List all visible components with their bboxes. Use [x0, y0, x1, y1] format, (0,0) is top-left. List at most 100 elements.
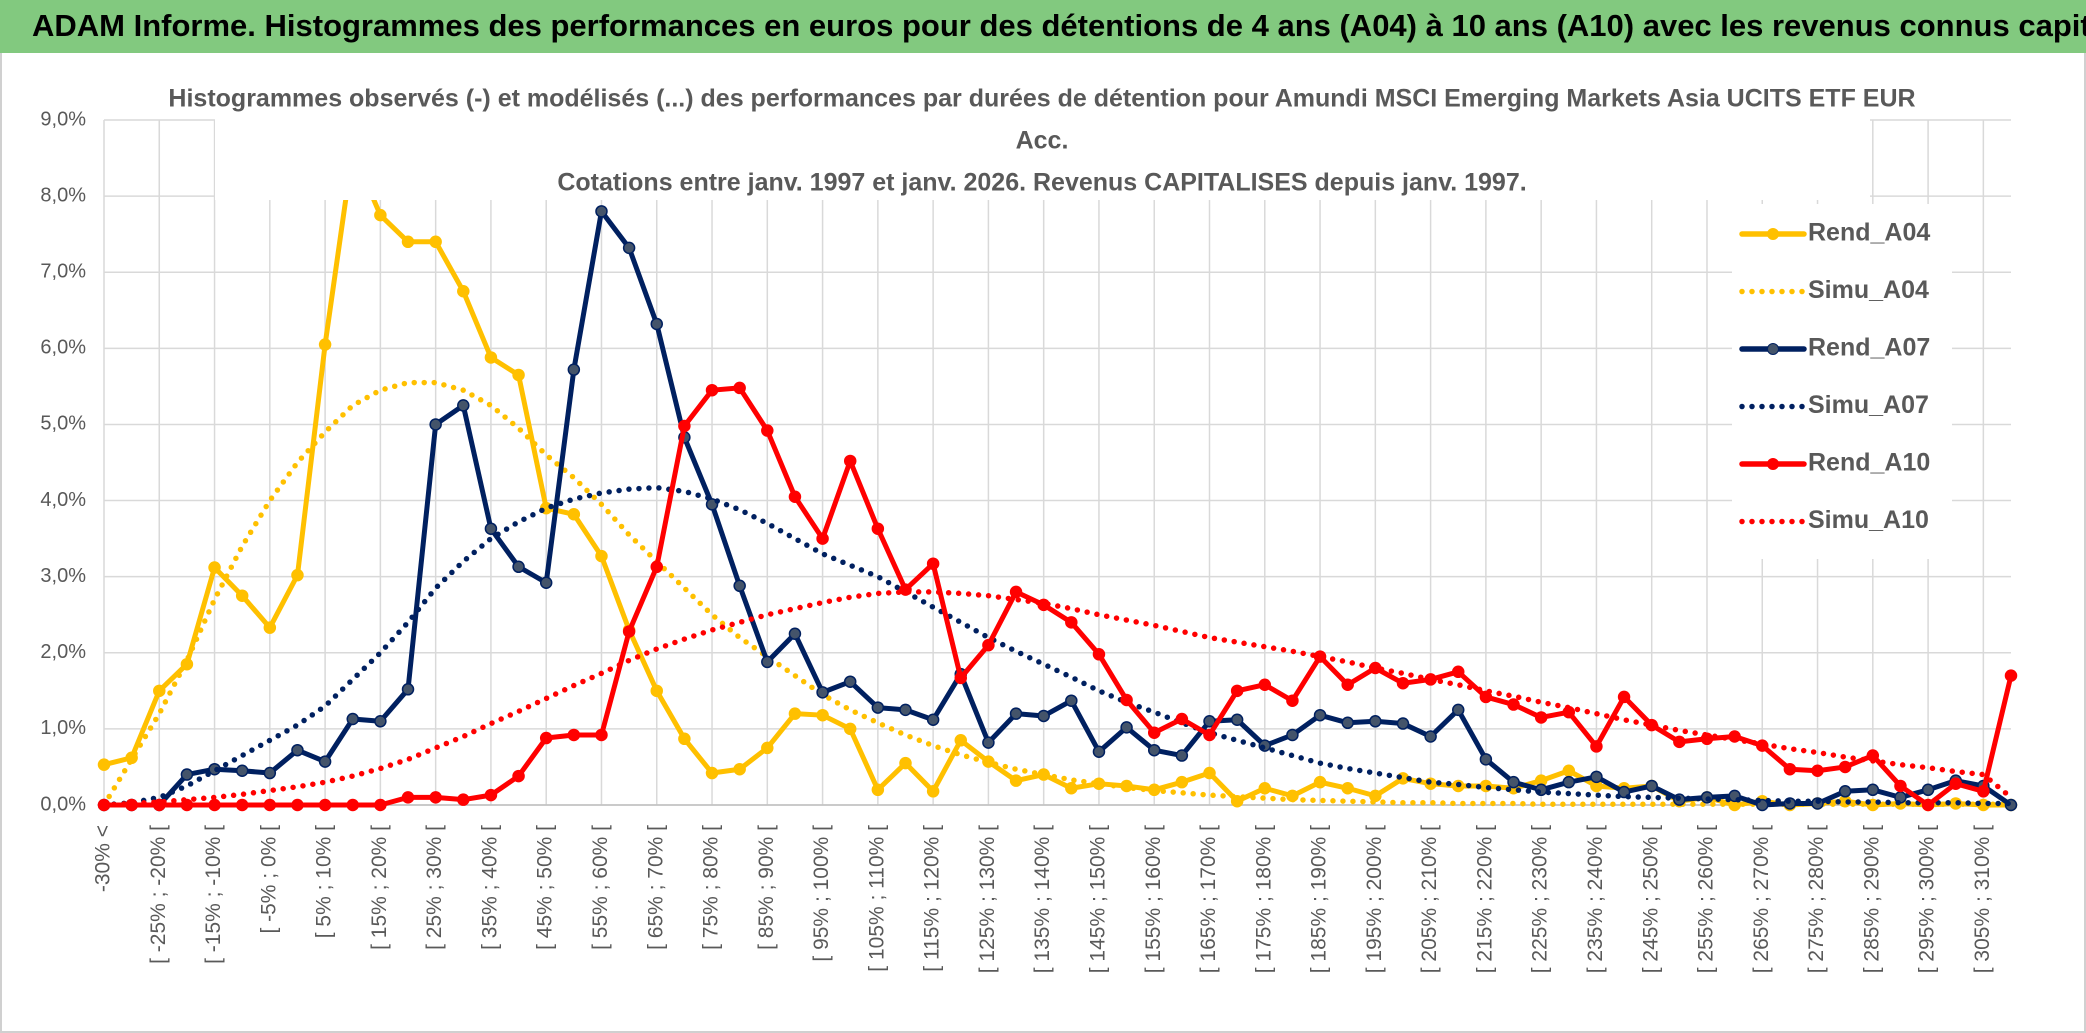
marker — [291, 568, 304, 582]
legend-marker — [1767, 458, 1779, 470]
marker — [2004, 669, 2018, 682]
marker — [1479, 690, 1493, 704]
marker — [982, 638, 995, 652]
marker — [539, 576, 553, 590]
marker — [595, 549, 608, 563]
marker — [263, 798, 277, 812]
marker — [401, 235, 415, 249]
marker — [401, 683, 415, 696]
x-tick-label: [ 155% ; 160% [ — [1142, 825, 1165, 973]
legend-label: Simu_A07 — [1808, 391, 1929, 419]
x-tick-label: [ 305% ; 310% [ — [1971, 825, 1994, 973]
marker — [208, 798, 221, 812]
marker — [1203, 728, 1216, 742]
marker — [318, 755, 332, 768]
x-tick-label: [ 185% ; 190% [ — [1308, 825, 1331, 973]
marker — [816, 708, 829, 722]
y-tick-label: 0,0% — [40, 793, 86, 815]
x-tick-label: [ 5% ; 10% [ — [313, 825, 336, 938]
marker — [1065, 616, 1078, 629]
marker — [650, 684, 664, 698]
marker — [1783, 762, 1797, 776]
marker — [318, 338, 332, 351]
marker — [1258, 678, 1272, 691]
marker — [761, 741, 774, 755]
series-line — [101, 484, 2014, 808]
marker — [1451, 703, 1465, 717]
marker — [1424, 730, 1437, 743]
header-bar — [0, 0, 2086, 53]
series-line — [101, 589, 2014, 808]
marker — [733, 579, 746, 593]
marker — [926, 785, 940, 798]
marker — [567, 363, 581, 376]
x-tick-label: [ -25% ; -20% [ — [147, 825, 170, 964]
marker — [1396, 717, 1410, 730]
marker — [1286, 728, 1299, 742]
x-tick-label: [ 145% ; 150% [ — [1087, 825, 1110, 973]
marker — [982, 736, 995, 749]
x-tick-label: [ 165% ; 170% [ — [1197, 825, 1220, 973]
marker — [1949, 777, 1962, 790]
marker — [1175, 749, 1189, 762]
marker — [1451, 665, 1465, 679]
marker — [1977, 785, 1990, 798]
marker — [678, 419, 691, 433]
marker — [208, 561, 221, 574]
marker — [1009, 707, 1023, 720]
x-tick-label: [ 85% ; 90% [ — [755, 825, 778, 950]
marker — [788, 490, 802, 503]
grid: 0,0% 1,0% 2,0% 3,0% 4,0% 5,0% 6,0% 7,0% 8,0% 9,0%… — [40, 108, 2011, 973]
x-tick-label: [ 215% ; 220% [ — [1473, 825, 1496, 973]
marker — [1203, 766, 1216, 780]
marker — [843, 722, 857, 736]
header-title: ADAM Informe. Histogrammes des performan… — [32, 8, 2086, 43]
x-tick-label: [ 95% ; 100% [ — [810, 825, 833, 962]
marker — [1590, 740, 1603, 753]
marker — [235, 798, 249, 812]
marker — [1507, 698, 1520, 711]
marker — [1230, 684, 1244, 698]
marker — [678, 732, 691, 746]
marker — [843, 454, 857, 468]
x-tick-label: [ 135% ; 140% [ — [1031, 825, 1054, 973]
marker — [650, 560, 664, 574]
marker — [1369, 715, 1382, 728]
legend-label: Rend_A07 — [1808, 334, 1930, 362]
marker — [374, 798, 387, 812]
marker — [1286, 694, 1299, 707]
marker — [1534, 711, 1548, 724]
marker — [1562, 775, 1576, 789]
marker — [1341, 678, 1354, 691]
x-tick-label: [ 235% ; 240% [ — [1584, 825, 1607, 973]
marker — [899, 756, 912, 770]
marker — [843, 675, 857, 688]
series-line — [101, 379, 2014, 808]
marker — [1203, 715, 1216, 728]
x-tick-label: [ 245% ; 250% [ — [1639, 825, 1662, 973]
marker — [97, 758, 111, 771]
chart-title: Acc. — [1016, 127, 1069, 155]
marker — [180, 768, 194, 781]
marker — [1175, 775, 1189, 789]
marker — [622, 625, 636, 638]
marker — [484, 788, 498, 802]
overlay: Histogrammes observés (-) et modélisés (… — [168, 80, 1952, 559]
y-tick-label: 5,0% — [40, 413, 86, 435]
y-tick-label: 8,0% — [40, 184, 86, 206]
marker — [457, 793, 470, 806]
marker — [926, 713, 940, 727]
x-tick-label: [ 55% ; 60% [ — [589, 825, 612, 950]
marker — [512, 769, 525, 783]
marker — [318, 798, 332, 812]
x-tick-label: [ 25% ; 30% [ — [423, 825, 446, 950]
marker — [595, 205, 608, 218]
marker — [622, 241, 636, 255]
x-tick-label: [ 265% ; 270% [ — [1750, 825, 1773, 973]
marker — [1673, 735, 1686, 749]
marker — [1341, 716, 1354, 730]
marker — [374, 208, 387, 222]
marker — [816, 686, 829, 699]
marker — [1838, 760, 1852, 774]
marker — [1894, 779, 1907, 793]
